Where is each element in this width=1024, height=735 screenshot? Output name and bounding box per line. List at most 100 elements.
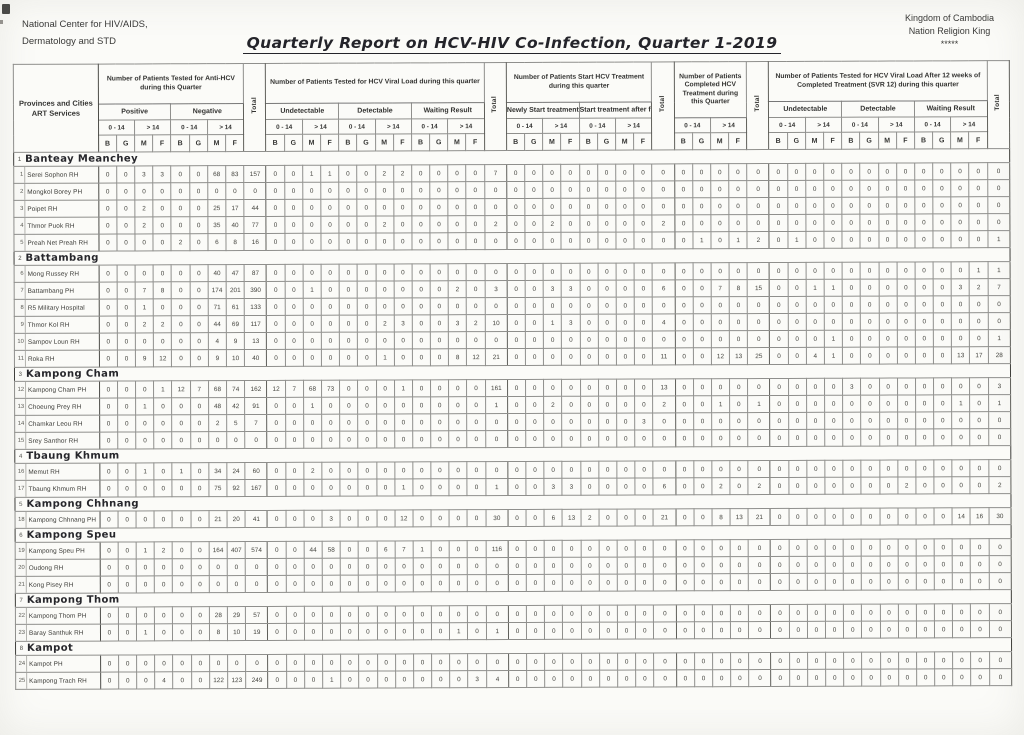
value-cell: 0 [617, 605, 636, 623]
value-cell: 0 [508, 557, 527, 575]
value-cell: 0 [561, 331, 580, 349]
total-value-cell: 0 [244, 431, 268, 449]
value-cell: 0 [466, 297, 485, 315]
value-cell: 0 [580, 540, 599, 558]
total-value-cell: 0 [652, 330, 675, 348]
value-cell: 0 [189, 264, 208, 282]
total-value-cell: 2 [988, 476, 1011, 494]
org-name: National Center for HIV/AIDS, Dermatolog… [22, 16, 148, 50]
value-cell: 0 [375, 181, 394, 200]
value-cell: 13 [951, 346, 970, 364]
value-cell: 1 [302, 165, 321, 183]
value-cell: 0 [616, 430, 635, 448]
value-cell: 0 [284, 199, 303, 217]
value-cell: 0 [267, 510, 286, 528]
value-cell: 0 [805, 197, 824, 215]
value-cell: 0 [599, 622, 618, 640]
col-header-provinces: Provinces and Cities ART Services [13, 64, 99, 153]
value-cell: 0 [769, 197, 788, 215]
value-cell: 0 [843, 477, 862, 495]
province-name: Kampong Cham [25, 368, 120, 380]
total-value-cell: 1 [485, 396, 508, 414]
value-cell: 0 [284, 216, 303, 234]
col-header-age: > 14 [950, 116, 988, 132]
value-cell: 0 [693, 460, 712, 478]
value-cell: 0 [118, 575, 137, 594]
value-cell: 0 [136, 558, 155, 576]
facility-name: Kampong Speu PH [28, 547, 85, 555]
value-cell: 0 [99, 381, 118, 399]
value-cell: 0 [970, 538, 989, 556]
value-cell: 0 [285, 558, 305, 576]
value-cell: 0 [823, 214, 843, 232]
value-cell: 0 [675, 378, 694, 396]
value-cell: 0 [693, 378, 712, 396]
value-cell: 0 [580, 396, 599, 414]
facility-label-cell: 4 Thmor Puok RH [13, 217, 99, 235]
value-cell: 1 [969, 261, 988, 279]
value-cell: 0 [616, 348, 635, 366]
value-cell: 0 [633, 163, 653, 182]
value-cell: 122 [209, 671, 228, 689]
value-cell: 0 [825, 621, 844, 639]
value-cell: 0 [266, 298, 285, 316]
value-cell: 8 [153, 281, 172, 299]
value-cell: 0 [842, 429, 862, 447]
value-cell: 0 [879, 429, 898, 447]
value-cell: 0 [711, 313, 730, 331]
value-cell: 1 [394, 379, 413, 397]
value-cell: 0 [933, 459, 953, 477]
value-cell: 0 [413, 670, 432, 688]
value-cell: 0 [543, 198, 562, 216]
col-header-age: > 14 [207, 119, 244, 135]
value-cell: 8 [225, 233, 245, 251]
value-cell: 0 [466, 379, 486, 397]
total-value-cell: 117 [244, 315, 267, 333]
value-cell: 0 [411, 280, 431, 298]
value-cell: 0 [693, 330, 712, 348]
value-cell: 0 [769, 330, 789, 348]
value-cell: 0 [634, 429, 654, 448]
value-cell: 0 [712, 621, 731, 639]
value-cell: 0 [412, 396, 431, 414]
value-cell: 0 [615, 164, 634, 182]
value-cell: 0 [448, 232, 467, 250]
value-cell: 0 [339, 281, 358, 299]
value-cell: 0 [599, 670, 618, 688]
value-cell: 0 [770, 477, 789, 495]
total-value-cell: 0 [652, 163, 675, 181]
value-cell: 0 [266, 199, 285, 217]
value-cell: 0 [431, 557, 450, 575]
value-cell: 0 [730, 539, 749, 557]
value-cell: 0 [896, 295, 916, 314]
value-cell: 0 [429, 215, 449, 233]
value-cell: 0 [376, 396, 395, 415]
value-cell: 0 [116, 216, 136, 235]
value-cell: 0 [339, 349, 358, 367]
value-cell: 0 [190, 397, 209, 415]
value-cell: 0 [806, 508, 826, 526]
col-header-age: > 14 [302, 119, 339, 135]
value-cell: 0 [823, 163, 842, 181]
value-cell: 0 [598, 379, 617, 397]
value-cell: 0 [880, 652, 899, 670]
value-cell: 3 [634, 412, 654, 431]
value-cell: 0 [824, 412, 843, 430]
value-cell: 0 [99, 542, 119, 560]
value-cell: 0 [934, 620, 953, 638]
value-cell: 2 [393, 164, 412, 182]
col-header-sex: B [841, 132, 860, 150]
value-cell: 0 [321, 315, 340, 333]
value-cell: 0 [376, 622, 396, 641]
value-cell: 0 [543, 379, 563, 397]
col-header-age: 0 - 14 [506, 118, 543, 134]
facility-number: 21 [15, 576, 27, 593]
value-cell: 0 [117, 397, 136, 416]
facility-name: Mong Russey RH [27, 270, 80, 278]
value-cell: 0 [393, 297, 413, 315]
value-cell: 0 [227, 654, 246, 672]
value-cell: 8 [711, 508, 731, 526]
value-cell: 44 [303, 541, 323, 559]
value-cell: 0 [99, 333, 118, 351]
value-cell: 3 [393, 314, 413, 332]
